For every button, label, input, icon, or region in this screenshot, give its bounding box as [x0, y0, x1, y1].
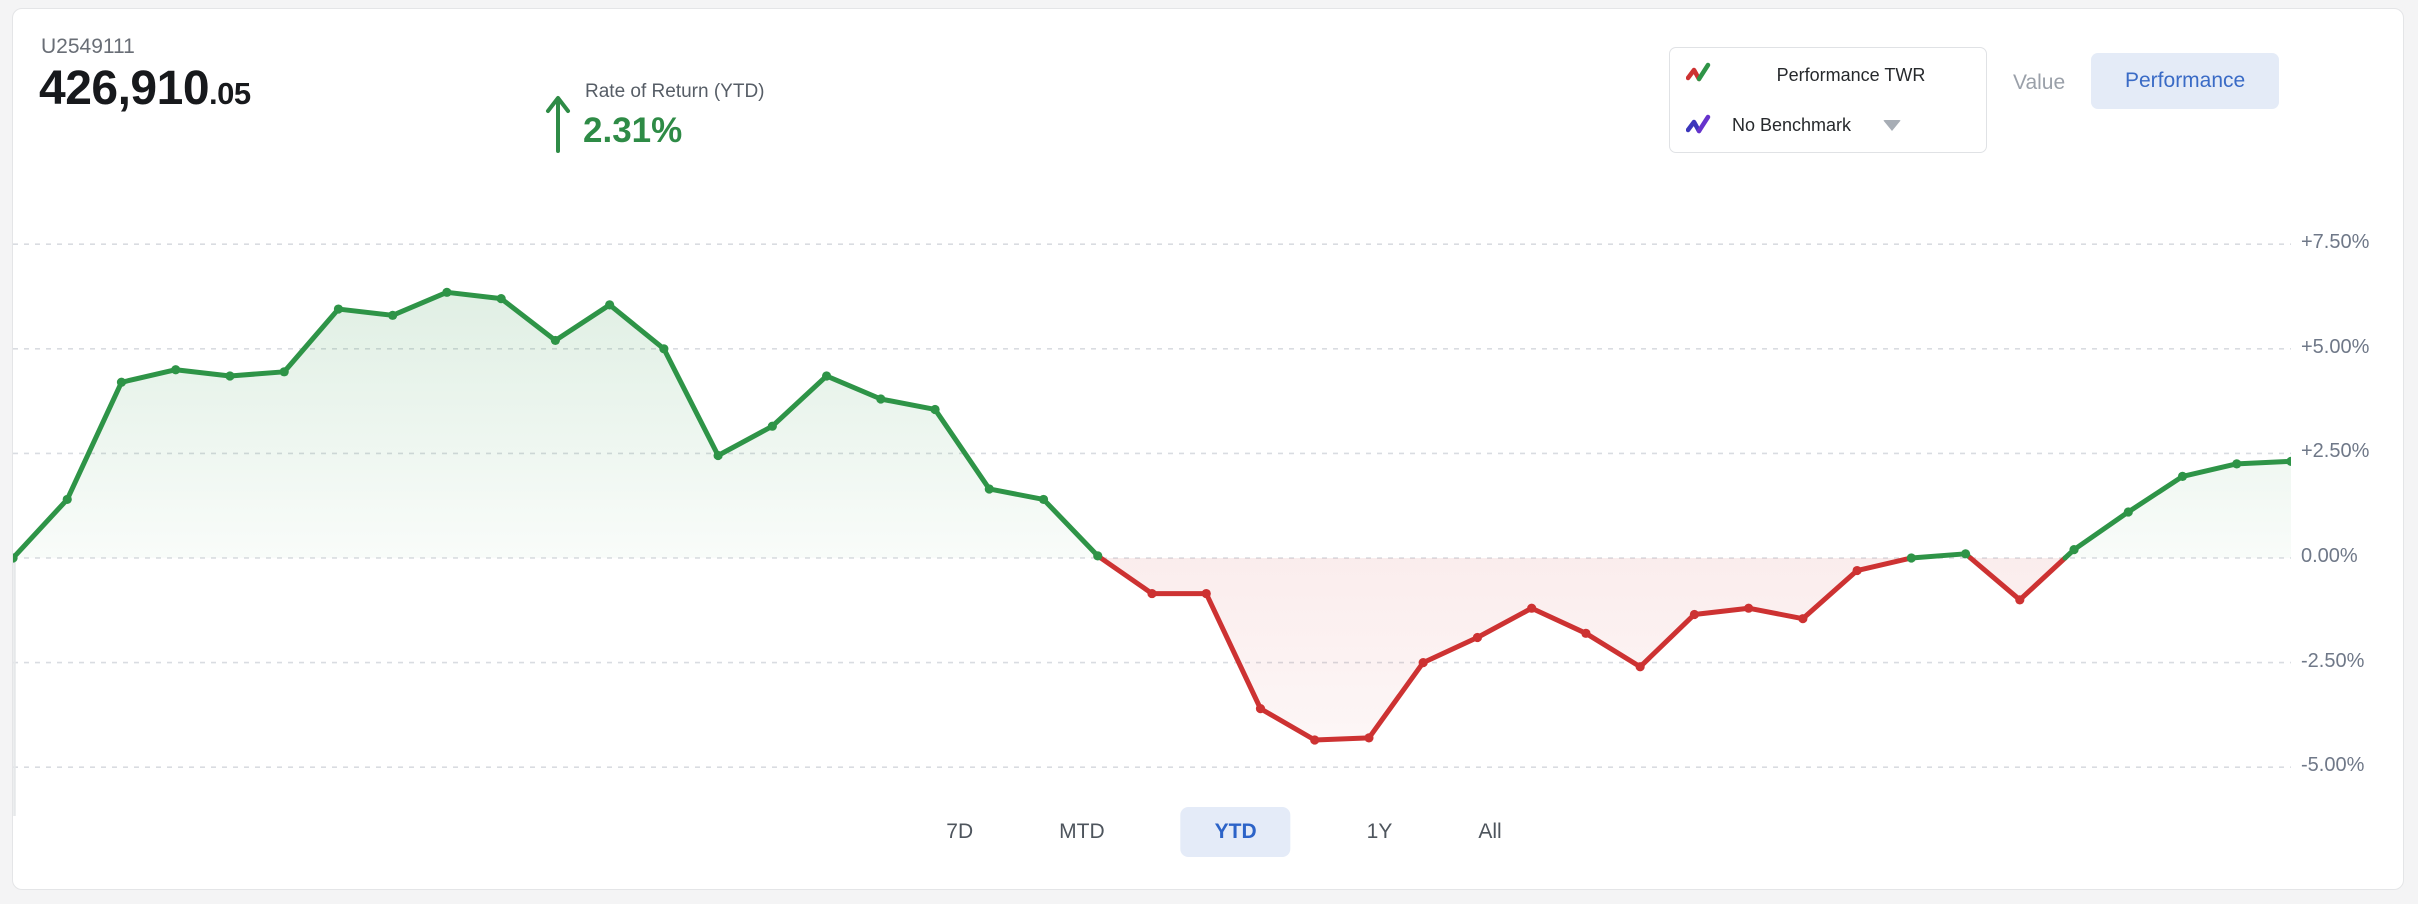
range-button-all[interactable]: All: [1478, 820, 1502, 843]
y-axis-label: -5.00%: [2301, 754, 2365, 777]
rate-of-return-label: Rate of Return (YTD): [585, 81, 765, 102]
range-button-1y[interactable]: 1Y: [1366, 820, 1393, 843]
toggle-value-button[interactable]: Value: [2013, 71, 2066, 94]
y-axis: +7.50% +5.00% +2.50% 0.00% -2.50% -5.00%: [2301, 156, 2403, 816]
legend-performance-label: Performance TWR: [1776, 64, 1926, 85]
up-arrow-icon: [543, 93, 573, 155]
performance-line-icon: [1686, 62, 1711, 82]
portfolio-performance-card: U2549111 426,910.05 Rate of Return (YTD)…: [12, 8, 2404, 890]
y-axis-label: +5.00%: [2301, 335, 2370, 358]
chart-legend: Performance TWR No Benchmark: [1669, 47, 1987, 153]
portfolio-value-decimal: .05: [209, 76, 251, 111]
rate-of-return-value: 2.31%: [583, 111, 683, 150]
y-axis-label: 0.00%: [2301, 545, 2358, 567]
y-axis-label: +2.50%: [2301, 440, 2370, 463]
range-button-7d[interactable]: 7D: [946, 820, 974, 843]
chevron-down-icon[interactable]: [1883, 119, 1902, 131]
toggle-performance-button[interactable]: Performance: [2091, 53, 2280, 109]
performance-chart[interactable]: [13, 156, 2291, 816]
range-button-mtd[interactable]: MTD: [1059, 820, 1105, 843]
account-id: U2549111: [41, 35, 135, 58]
portfolio-value-main: 426,910: [39, 62, 210, 115]
legend-benchmark-label: No Benchmark: [1732, 114, 1852, 135]
y-axis-label: -2.50%: [2301, 649, 2365, 672]
range-button-ytd[interactable]: YTD: [1180, 807, 1291, 857]
time-range-selector: 7D MTD YTD 1Y All: [936, 807, 1511, 857]
y-axis-label: +7.50%: [2301, 231, 2370, 254]
benchmark-line-icon: [1686, 114, 1711, 134]
legend-performance-twr[interactable]: Performance TWR: [1686, 61, 1970, 89]
portfolio-value: 426,910.05: [39, 61, 251, 116]
legend-benchmark-selector[interactable]: No Benchmark: [1686, 111, 1970, 139]
